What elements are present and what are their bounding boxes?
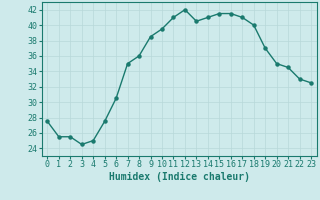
X-axis label: Humidex (Indice chaleur): Humidex (Indice chaleur) [109,172,250,182]
